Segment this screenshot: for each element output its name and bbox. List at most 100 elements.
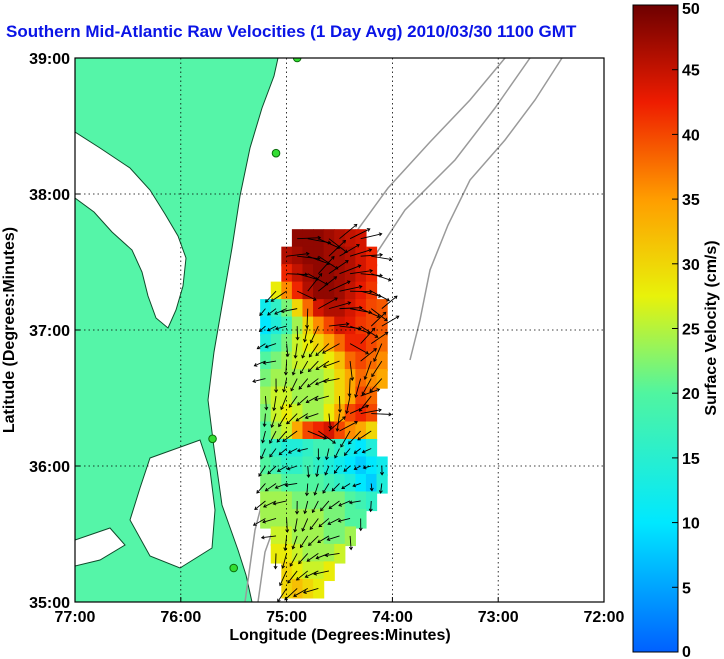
velocity-vector: [285, 483, 298, 486]
velocity-vector-head: [322, 364, 327, 368]
velocity-vector-head: [259, 312, 263, 317]
heat-cell: [302, 281, 314, 302]
velocity-vector: [352, 483, 361, 487]
velocity-vector: [312, 500, 319, 513]
velocity-vector: [306, 395, 319, 403]
heat-cell: [260, 508, 272, 529]
velocity-vector: [288, 448, 298, 454]
velocity-vector: [253, 518, 266, 526]
velocity-vector-head: [274, 326, 279, 331]
velocity-vector-head: [264, 344, 269, 349]
velocity-vector: [286, 413, 298, 425]
velocity-vector-head: [326, 537, 331, 542]
heat-cell: [334, 334, 346, 354]
velocity-vector: [349, 535, 352, 550]
heat-cell: [291, 578, 304, 599]
velocity-vector-head: [318, 272, 323, 277]
velocity-vector: [254, 500, 266, 510]
velocity-vector: [350, 270, 373, 275]
velocity-vector: [371, 413, 392, 415]
velocity-vector-head: [286, 420, 291, 425]
velocity-vector-head: [287, 450, 292, 454]
heat-cell: [334, 543, 346, 564]
velocity-vector: [354, 465, 361, 470]
chesapeake-bay-water: [75, 131, 187, 329]
velocity-vector: [313, 570, 330, 575]
velocity-vector-head: [320, 507, 324, 512]
velocity-vector: [338, 518, 351, 522]
velocity-vector: [327, 518, 340, 525]
heat-cell: [355, 334, 367, 354]
velocity-vector-head: [315, 381, 319, 386]
velocity-vector-head: [343, 452, 348, 456]
velocity-vector: [269, 448, 277, 458]
velocity-vector-head: [317, 539, 321, 544]
velocity-vector-head: [301, 527, 306, 532]
heat-cell: [270, 491, 282, 512]
velocity-vector-head: [293, 528, 298, 533]
velocity-vector: [257, 343, 266, 350]
velocity-vector: [286, 253, 309, 257]
velocity-vector-head: [315, 555, 320, 560]
velocity-vector-head: [358, 527, 363, 532]
velocity-vector-head: [352, 483, 357, 488]
y-axis-ticks: 35:00 36:00 37:00 38:00 39:00: [29, 51, 80, 612]
velocity-vector-head: [371, 327, 376, 332]
velocity-vector: [370, 312, 387, 327]
velocity-vector-head: [347, 301, 352, 306]
bathymetry-contour-deep: [409, 58, 563, 361]
y-tick-label: 35:00: [29, 595, 70, 612]
velocity-vector: [306, 553, 319, 562]
velocity-vector-head: [256, 345, 261, 350]
velocity-vector: [292, 535, 298, 549]
heat-cell: [323, 561, 335, 582]
heat-cell: [355, 491, 367, 512]
velocity-vector: [322, 343, 340, 354]
colorbar-tick-label: 5: [682, 580, 691, 597]
colorbar-tick-label: 45: [682, 63, 700, 80]
velocity-vector: [370, 331, 389, 344]
velocity-vector: [360, 254, 383, 257]
velocity-vector: [277, 465, 287, 472]
velocity-vector: [318, 297, 338, 310]
heat-cell: [344, 491, 356, 512]
velocity-vector: [265, 483, 277, 492]
velocity-vector: [278, 413, 287, 427]
velocity-vector-head: [307, 368, 312, 373]
velocity-vector: [320, 500, 330, 511]
colorbar-ticks: 0 5 10 15 20 25 30 35 40 45 50: [672, 1, 700, 659]
velocity-vector: [339, 307, 362, 310]
velocity-vector-head: [305, 251, 310, 256]
velocity-vector: [307, 430, 327, 440]
velocity-vector-head: [304, 492, 309, 497]
velocity-vector-head: [361, 391, 366, 396]
velocity-vector: [304, 326, 309, 342]
velocity-vector: [308, 535, 319, 546]
velocity-vector: [349, 500, 361, 504]
velocity-vector-head: [376, 314, 381, 318]
velocity-vector-head: [342, 416, 346, 420]
velocity-vector: [341, 483, 351, 489]
velocity-vector-head: [313, 491, 318, 496]
y-tick-label: 37:00: [29, 323, 70, 340]
velocity-vector: [282, 430, 298, 442]
velocity-vector-head: [358, 284, 363, 289]
velocity-vector: [314, 483, 319, 496]
heat-cell: [365, 421, 378, 442]
velocity-vector: [362, 448, 372, 453]
heat-cell: [260, 316, 272, 337]
heat-cell: [344, 508, 356, 529]
velocity-vector-head: [353, 450, 358, 454]
velocity-vector-head: [296, 402, 301, 406]
velocity-vector-head: [356, 244, 360, 248]
velocity-vector: [270, 290, 287, 302]
colorbar-tick-label: 0: [682, 644, 691, 659]
velocity-vector-head: [315, 366, 320, 370]
velocity-vector-head: [342, 239, 347, 244]
velocity-vector-head: [307, 542, 312, 547]
velocity-vector-head: [337, 518, 342, 523]
velocity-vector: [258, 465, 266, 477]
velocity-vector-head: [293, 593, 297, 597]
velocity-vector-head: [376, 388, 381, 392]
velocity-vector-head: [298, 386, 303, 390]
